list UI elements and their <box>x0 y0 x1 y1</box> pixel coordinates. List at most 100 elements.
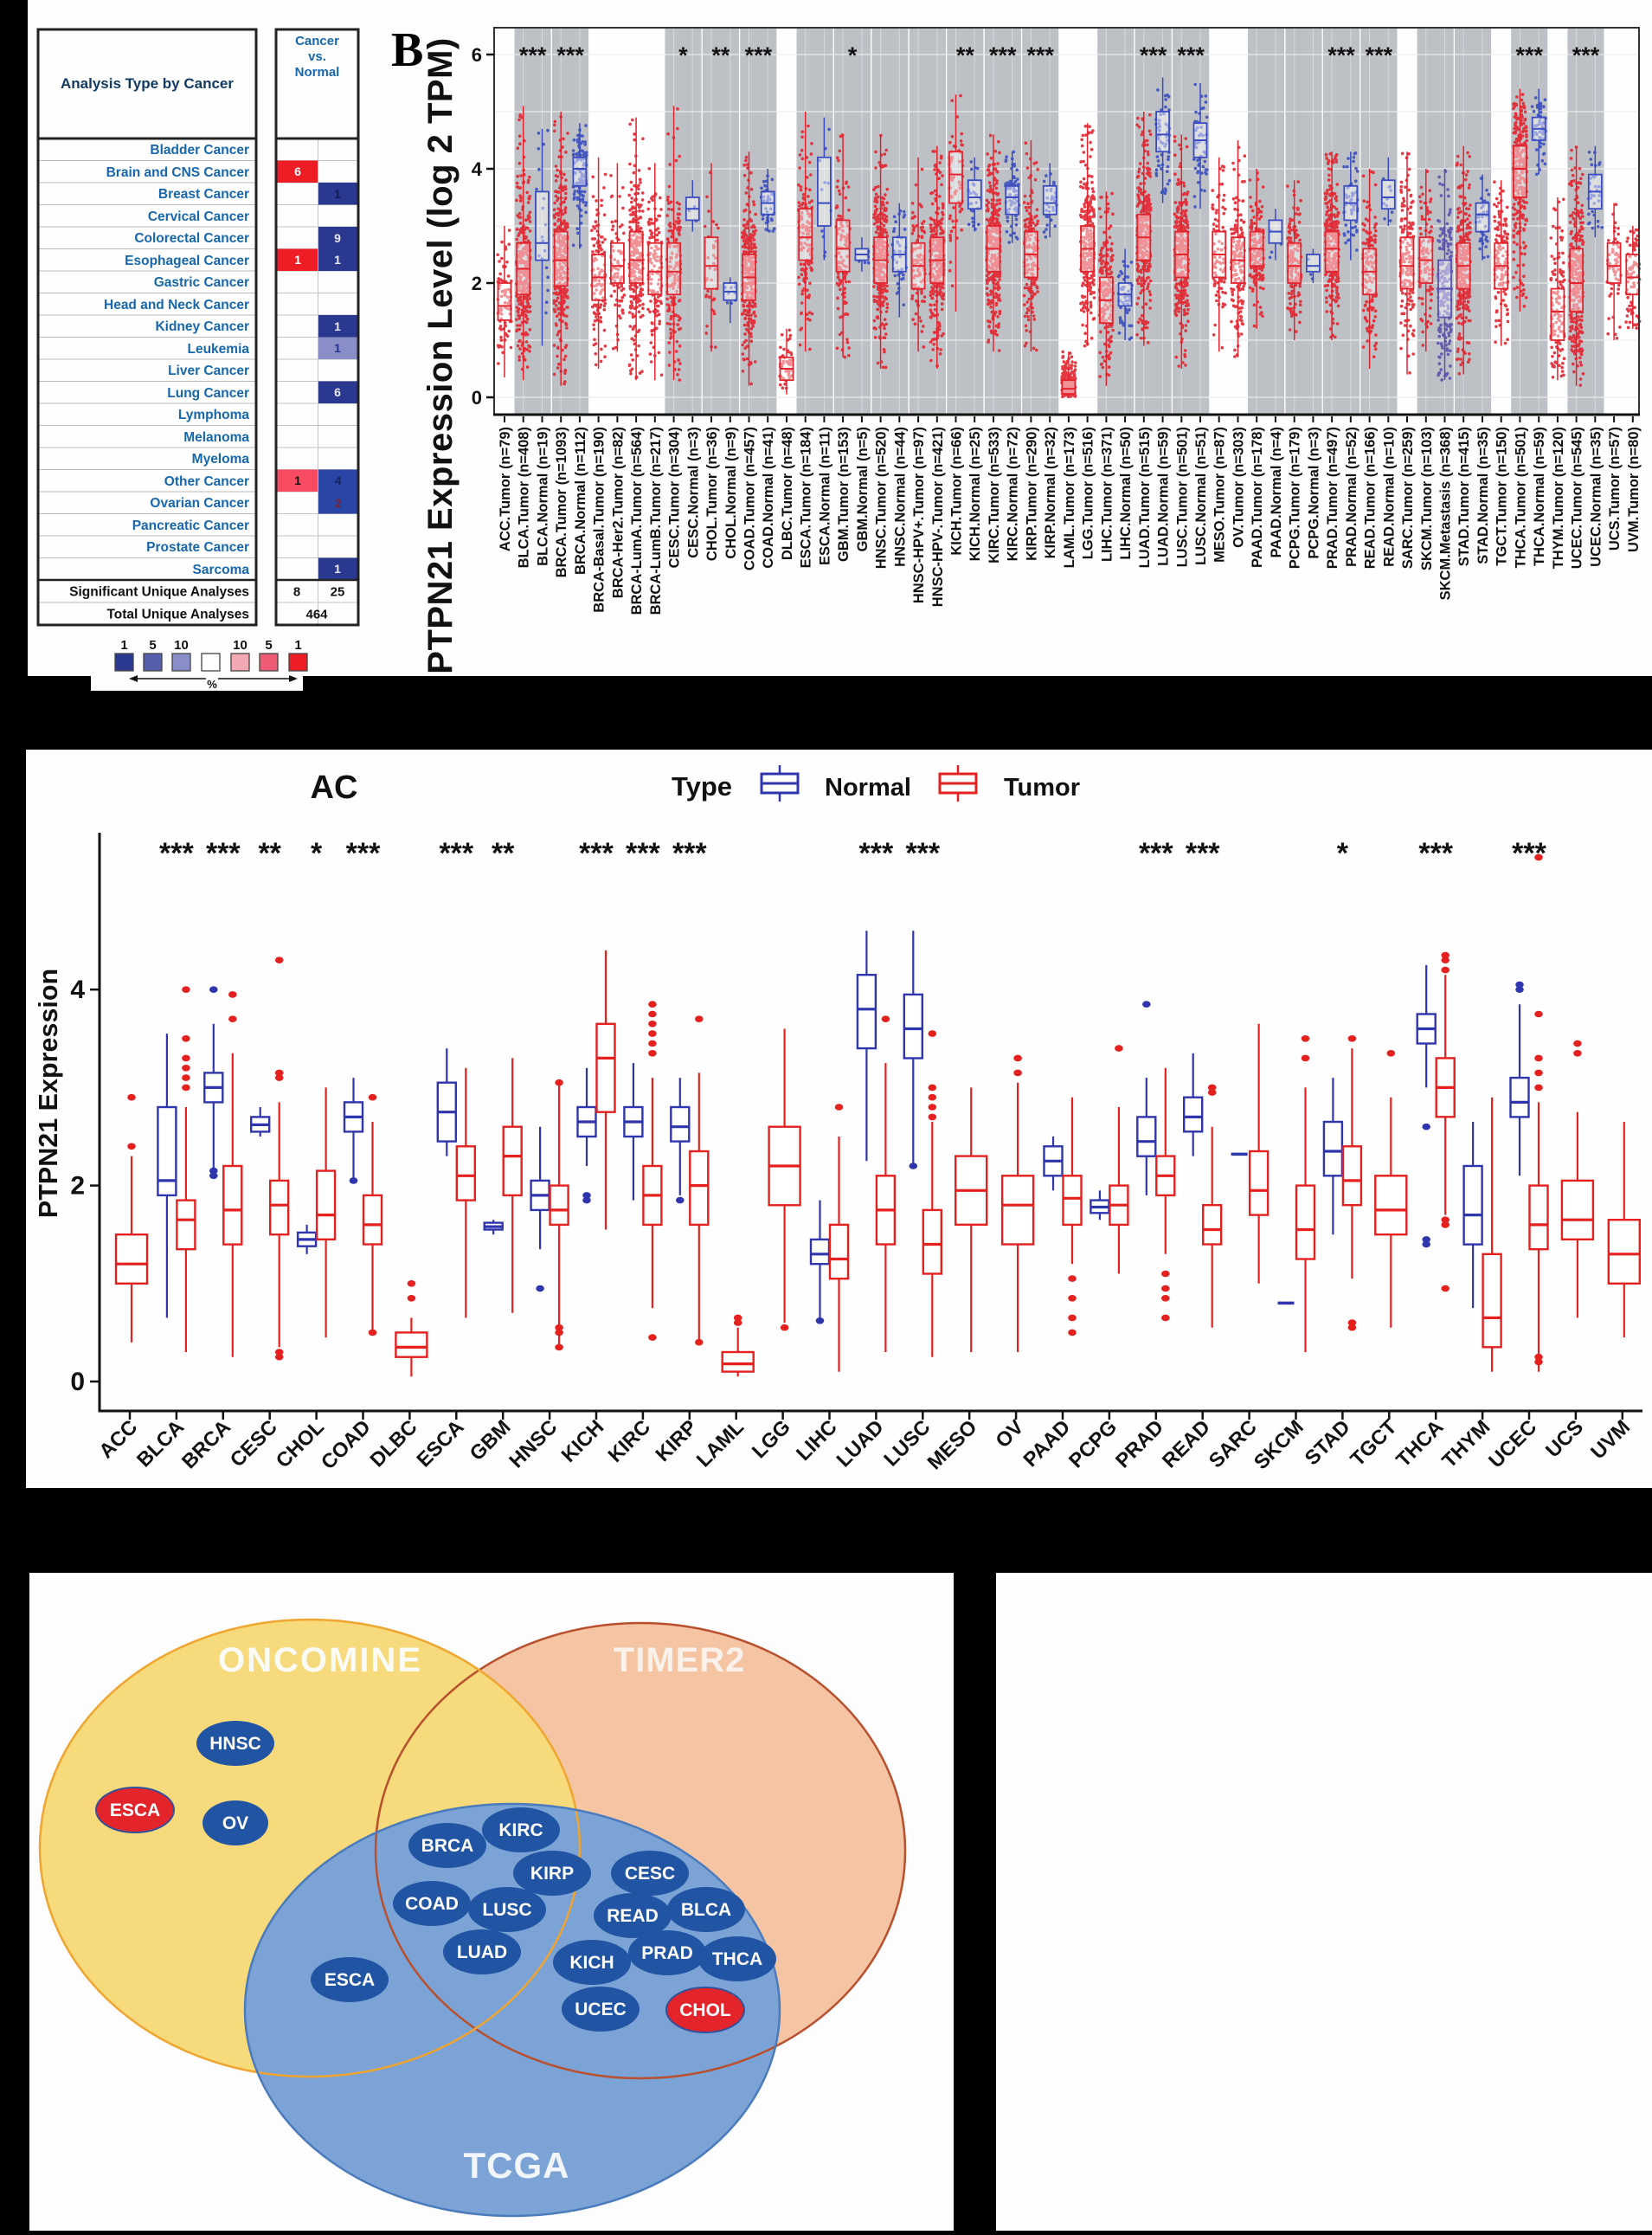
svg-text:Kidney Cancer: Kidney Cancer <box>155 319 249 334</box>
svg-text:LGG.Tumor (n=516): LGG.Tumor (n=516) <box>1081 427 1096 559</box>
svg-text:***: *** <box>1186 837 1220 870</box>
svg-text:Lymphoma: Lymphoma <box>178 408 249 422</box>
svg-text:ESCA.Normal (n=11): ESCA.Normal (n=11) <box>817 427 832 565</box>
svg-text:***: *** <box>439 837 473 870</box>
svg-text:SKCM.Tumor (n=103): SKCM.Tumor (n=103) <box>1419 427 1435 570</box>
svg-text:BRCA-LumB.Tumor (n=217): BRCA-LumB.Tumor (n=217) <box>648 427 664 615</box>
svg-text:THCA.Normal (n=59): THCA.Normal (n=59) <box>1532 427 1547 566</box>
svg-text:***: *** <box>672 837 707 870</box>
svg-text:UCS.Tumor (n=57): UCS.Tumor (n=57) <box>1607 427 1623 551</box>
svg-text:Other Cancer: Other Cancer <box>164 474 249 489</box>
svg-text:**: ** <box>492 837 515 870</box>
svg-text:ACC.Tumor (n=79): ACC.Tumor (n=79) <box>498 427 513 551</box>
svg-text:Pancreatic Cancer: Pancreatic Cancer <box>132 518 249 533</box>
svg-text:KIRP.Tumor (n=290): KIRP.Tumor (n=290) <box>1024 427 1039 561</box>
svg-text:4: 4 <box>70 976 85 1004</box>
svg-text:COAD.Tumor (n=457): COAD.Tumor (n=457) <box>742 427 758 570</box>
svg-text:25: 25 <box>331 585 345 600</box>
svg-text:BLCA.Tumor (n=408): BLCA.Tumor (n=408) <box>517 427 532 568</box>
svg-text:HNSC.Tumor (n=520): HNSC.Tumor (n=520) <box>874 427 890 569</box>
svg-text:Significant Unique Analyses: Significant Unique Analyses <box>69 585 249 600</box>
svg-text:LUAD.Tumor (n=515): LUAD.Tumor (n=515) <box>1137 427 1153 568</box>
svg-text:SKCM.Metastasis (n=368): SKCM.Metastasis (n=368) <box>1438 427 1454 600</box>
svg-text:BLCA: BLCA <box>681 1900 731 1920</box>
svg-text:BRCA-LumA.Tumor (n=564): BRCA-LumA.Tumor (n=564) <box>629 427 645 615</box>
svg-text:Gastric Cancer: Gastric Cancer <box>154 275 249 290</box>
svg-text:READ.Normal (n=10): READ.Normal (n=10) <box>1381 427 1397 567</box>
svg-text:***: *** <box>1418 837 1453 870</box>
svg-text:GBM.Normal (n=5): GBM.Normal (n=5) <box>855 427 871 551</box>
svg-text:CESC: CESC <box>625 1864 675 1884</box>
svg-text:KIRP.Normal (n=32): KIRP.Normal (n=32) <box>1043 427 1058 558</box>
svg-text:UVM.Tumor (n=80): UVM.Tumor (n=80) <box>1626 427 1642 552</box>
svg-text:ESCA.Tumor (n=184): ESCA.Tumor (n=184) <box>799 427 814 568</box>
svg-text:Myeloma: Myeloma <box>192 452 250 467</box>
svg-text:PRAD.Tumor (n=497): PRAD.Tumor (n=497) <box>1325 427 1340 569</box>
svg-text:CESC.Normal (n=3): CESC.Normal (n=3) <box>685 427 701 558</box>
svg-text:CHOL.Tumor (n=36): CHOL.Tumor (n=36) <box>704 427 720 561</box>
svg-text:1: 1 <box>294 473 301 487</box>
svg-text:TIMER2: TIMER2 <box>614 1641 746 1679</box>
svg-text:Total Unique Analyses: Total Unique Analyses <box>106 608 249 622</box>
svg-text:COAD.Normal (n=41): COAD.Normal (n=41) <box>761 427 776 569</box>
svg-text:CHOL.Normal (n=9): CHOL.Normal (n=9) <box>723 427 739 559</box>
svg-text:2: 2 <box>70 1172 85 1201</box>
svg-text:BRCA.Normal (n=112): BRCA.Normal (n=112) <box>573 427 588 575</box>
svg-text:ESCA: ESCA <box>325 1970 375 1990</box>
svg-text:Colorectal Cancer: Colorectal Cancer <box>134 231 249 246</box>
svg-text:Type: Type <box>672 771 732 802</box>
svg-text:2: 2 <box>472 273 482 294</box>
svg-text:PCPG.Normal (n=3): PCPG.Normal (n=3) <box>1306 427 1321 559</box>
svg-text:1: 1 <box>294 638 301 653</box>
svg-text:1: 1 <box>120 638 127 653</box>
svg-text:LUAD.Normal (n=59): LUAD.Normal (n=59) <box>1156 427 1172 566</box>
svg-text:LUAD: LUAD <box>457 1942 507 1962</box>
svg-text:***: *** <box>206 837 241 870</box>
svg-text:***: *** <box>859 837 894 870</box>
svg-text:Ovarian Cancer: Ovarian Cancer <box>150 496 249 511</box>
svg-text:Breast Cancer: Breast Cancer <box>158 187 249 202</box>
svg-text:Brain and CNS Cancer: Brain and CNS Cancer <box>106 165 249 180</box>
svg-text:MESO.Tumor (n=87): MESO.Tumor (n=87) <box>1212 427 1228 563</box>
svg-text:1: 1 <box>334 341 341 355</box>
svg-text:Analysis Type by Cancer: Analysis Type by Cancer <box>61 75 234 92</box>
svg-text:***: *** <box>1572 42 1600 68</box>
svg-text:***: *** <box>745 42 773 68</box>
svg-text:Tumor: Tumor <box>1004 774 1080 802</box>
svg-text:BRCA-Basal.Tumor (n=190): BRCA-Basal.Tumor (n=190) <box>592 427 607 613</box>
svg-text:***: *** <box>1327 42 1355 68</box>
svg-text:LUSC.Normal (n=51): LUSC.Normal (n=51) <box>1193 427 1209 565</box>
svg-text:*: * <box>678 42 688 68</box>
svg-text:DLBC.Tumor (n=48): DLBC.Tumor (n=48) <box>780 427 795 560</box>
svg-text:***: *** <box>1512 837 1546 870</box>
svg-text:ONCOMINE: ONCOMINE <box>218 1641 422 1679</box>
svg-text:vs.: vs. <box>308 49 326 64</box>
svg-text:THCA: THCA <box>712 1949 762 1969</box>
svg-text:6: 6 <box>294 164 301 178</box>
svg-text:CESC.Tumor (n=304): CESC.Tumor (n=304) <box>667 427 683 568</box>
svg-text:***: *** <box>1027 42 1055 68</box>
svg-text:Leukemia: Leukemia <box>187 342 249 357</box>
svg-text:***: *** <box>905 837 940 870</box>
svg-text:PTPN21 Expression: PTPN21 Expression <box>34 969 63 1218</box>
svg-text:***: *** <box>519 42 547 68</box>
svg-text:1: 1 <box>294 253 301 267</box>
svg-text:BLCA.Normal (n=19): BLCA.Normal (n=19) <box>536 427 551 566</box>
svg-text:5: 5 <box>149 638 156 653</box>
svg-text:*: * <box>311 837 323 870</box>
svg-text:**: ** <box>956 42 975 68</box>
svg-text:6: 6 <box>334 385 341 399</box>
svg-text:PRAD.Normal (n=52): PRAD.Normal (n=52) <box>1344 427 1360 567</box>
svg-text:1: 1 <box>334 187 341 201</box>
svg-text:***: *** <box>989 42 1017 68</box>
svg-text:KIRC.Tumor (n=533): KIRC.Tumor (n=533) <box>987 427 1002 564</box>
svg-text:**: ** <box>711 42 730 68</box>
svg-text:HNSC-HPV-.Tumor (n=421): HNSC-HPV-.Tumor (n=421) <box>930 427 946 607</box>
svg-text:***: *** <box>1366 42 1393 68</box>
svg-text:PAAD.Normal (n=4): PAAD.Normal (n=4) <box>1269 427 1284 557</box>
svg-text:Sarcoma: Sarcoma <box>193 563 250 577</box>
svg-text:PRAD: PRAD <box>641 1943 693 1963</box>
svg-text:Liver Cancer: Liver Cancer <box>168 364 249 378</box>
svg-text:***: *** <box>1139 837 1173 870</box>
svg-text:464: 464 <box>305 608 328 622</box>
